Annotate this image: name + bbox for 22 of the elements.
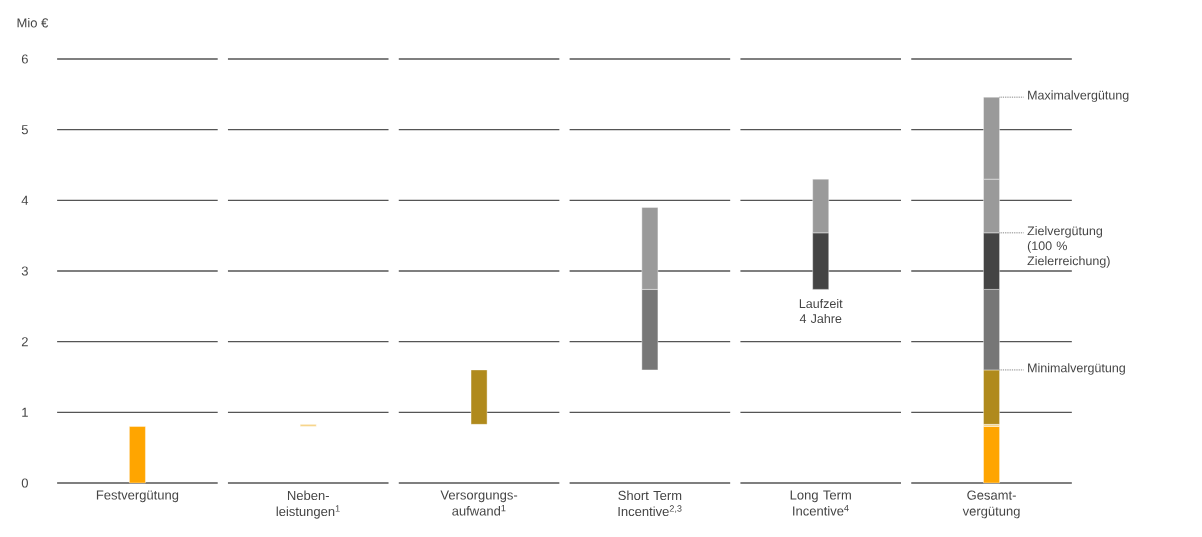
x-tick-label: Festvergütung xyxy=(96,490,179,503)
x-tick-label: Versorgungs-aufwand$^{1}$ xyxy=(440,490,518,516)
annotation: Maximalvergütung xyxy=(1028,90,1129,103)
annotation: Laufzeit 4 Jahre xyxy=(799,298,843,324)
y-tick-label: 6 xyxy=(21,54,28,64)
x-tick-label: Long Term Incentive$^{4}$ xyxy=(790,490,851,516)
y-axis-title: Mio € xyxy=(17,17,49,28)
y-tick-label: 3 xyxy=(21,266,28,276)
bar xyxy=(300,424,317,427)
x-tick-label: Short Term Incentive$^{2,3}$ xyxy=(618,490,682,517)
annotation: Minimalvergütung xyxy=(1028,363,1125,375)
x-tick-label: Gesamt-vergütung xyxy=(962,490,1020,519)
y-tick-label: 1 xyxy=(22,407,28,417)
bar xyxy=(983,426,1000,484)
y-tick-label: 0 xyxy=(21,478,28,488)
x-tick-label: Neben-leistungen$^{1}$ xyxy=(276,490,340,519)
annotation: Zielvergütung (100 % Zielerreichung) xyxy=(1027,226,1110,268)
bar xyxy=(470,369,488,425)
y-tick-label: 5 xyxy=(21,125,28,135)
bar xyxy=(129,426,146,484)
y-tick-label: 4 xyxy=(21,195,29,205)
y-tick-label: 2 xyxy=(21,337,28,347)
